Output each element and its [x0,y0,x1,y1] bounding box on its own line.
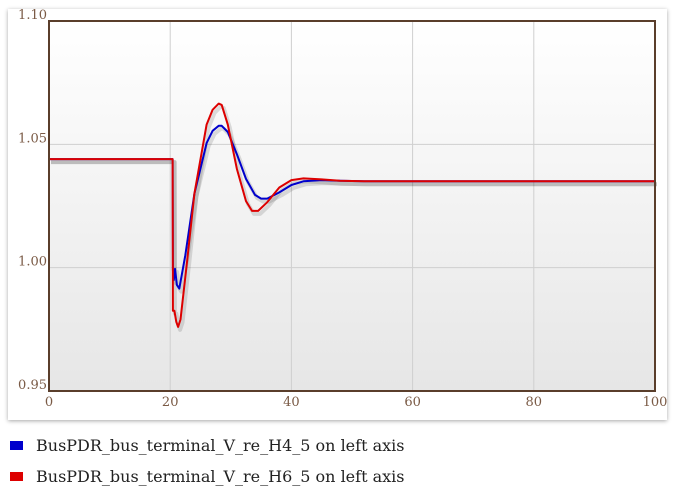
legend-item-h6[interactable]: BusPDR_bus_terminal_V_re_H6_5 on left ax… [8,461,404,492]
legend-swatch-h4 [10,441,23,450]
x-tick-label: 60 [404,395,421,410]
x-tick-label: 40 [283,395,300,410]
x-tick-label: 20 [162,395,179,410]
y-tick-label: 1.00 [18,255,47,270]
legend-label-h4: BusPDR_bus_terminal_V_re_H4_5 on left ax… [36,436,405,455]
x-tick-label: 80 [526,395,543,410]
grid-lines [49,21,655,391]
plot-background [49,21,655,391]
legend-label-h6: BusPDR_bus_terminal_V_re_H6_5 on left ax… [36,467,405,486]
x-tick-label: 0 [45,395,53,410]
y-tick-label: 1.10 [18,8,47,23]
line-chart: 0.95 1.00 1.05 1.10 0 20 40 60 80 100 [18,8,668,410]
series-lines [49,102,655,328]
y-tick-label: 1.05 [18,131,47,146]
x-tick-label: 100 [643,395,668,410]
series-line-1 [49,102,655,328]
legend-item-h4[interactable]: BusPDR_bus_terminal_V_re_H4_5 on left ax… [8,430,404,461]
legend: BusPDR_bus_terminal_V_re_H4_5 on left ax… [8,430,404,492]
plot-border [48,20,656,392]
legend-swatch-h6 [10,472,23,481]
y-tick-label: 0.95 [18,378,47,393]
series-line-0 [49,124,655,290]
x-axis-ticks: 0 20 40 60 80 100 [45,395,668,410]
y-axis-ticks: 0.95 1.00 1.05 1.10 [18,8,47,393]
